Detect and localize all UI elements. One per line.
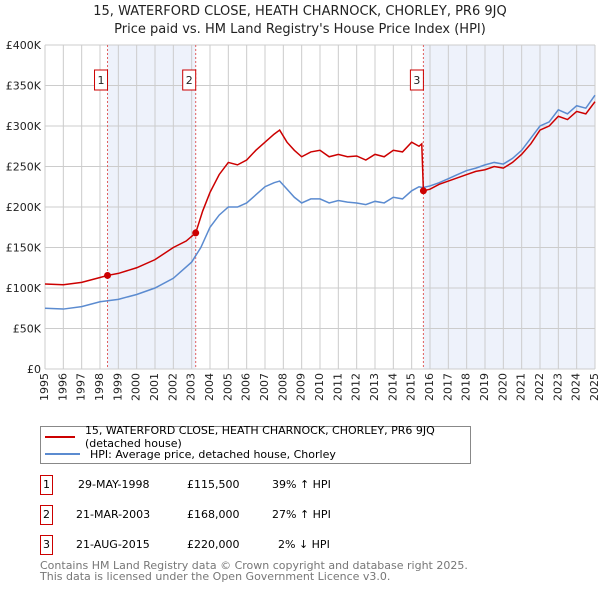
x-tick-label: 2012 <box>350 373 363 401</box>
x-tick-label: 1995 <box>38 373 51 401</box>
x-tick-label: 2024 <box>570 373 583 401</box>
sale-number: 1 <box>40 475 53 495</box>
x-tick-label: 2002 <box>166 373 179 401</box>
sale-price: £168,000 <box>187 508 240 521</box>
sale-hpi: 39% ↑ HPI <box>272 478 331 491</box>
legend-swatch-hpi <box>45 453 80 455</box>
sale-row: 1 29-MAY-1998 £115,500 39% ↑ HPI <box>40 475 440 495</box>
sale-date: 21-MAR-2003 <box>76 508 151 521</box>
sale-marker-box <box>94 69 109 91</box>
x-tick-label: 2009 <box>295 373 308 401</box>
y-tick-label: £350K <box>6 80 42 93</box>
legend-label-property: 15, WATERFORD CLOSE, HEATH CHARNOCK, CHO… <box>84 424 435 450</box>
x-tick-label: 2015 <box>405 373 418 401</box>
sale-price: £115,500 <box>187 478 240 491</box>
x-tick-label: 2003 <box>185 373 198 401</box>
hpi-line <box>44 94 596 310</box>
x-tick-label: 2007 <box>258 373 271 401</box>
x-tick-label: 1999 <box>111 373 124 401</box>
x-tick-label: 2014 <box>386 373 399 401</box>
sale-marker-label: 2 <box>186 74 193 87</box>
x-tick-label: 2000 <box>130 373 143 401</box>
x-tick-label: 2005 <box>221 373 234 401</box>
x-tick-label: 2017 <box>441 373 454 401</box>
y-tick-label: £300K <box>6 120 42 133</box>
y-tick-label: £50K <box>13 323 42 336</box>
y-tick-label: £250K <box>6 161 42 174</box>
sale-number: 3 <box>40 535 53 555</box>
x-tick-label: 1996 <box>56 373 69 401</box>
property-price-line <box>44 101 596 286</box>
x-tick-label: 1997 <box>75 373 88 401</box>
footer-copyright: Contains HM Land Registry data © Crown c… <box>40 559 468 572</box>
sale-marker-box <box>182 69 197 91</box>
sale-point <box>419 187 427 195</box>
y-tick-label: £400K <box>6 39 42 52</box>
sale-hpi: 2% ↓ HPI <box>278 538 330 551</box>
x-tick-label: 2011 <box>331 373 344 401</box>
sale-price: £220,000 <box>187 538 240 551</box>
x-tick-label: 1998 <box>93 373 106 401</box>
x-tick-label: 2019 <box>478 373 491 401</box>
x-tick-label: 2018 <box>460 373 473 401</box>
y-tick-label: £0 <box>27 363 41 376</box>
sale-point <box>192 229 200 237</box>
sale-number: 2 <box>40 505 53 525</box>
x-tick-label: 2004 <box>203 373 216 401</box>
y-tick-label: £200K <box>6 201 42 214</box>
chart-title: 15, WATERFORD CLOSE, HEATH CHARNOCK, CHO… <box>93 4 507 19</box>
sale-hpi: 27% ↑ HPI <box>272 508 331 521</box>
y-tick-label: £150K <box>6 242 42 255</box>
legend-label-hpi: HPI: Average price, detached house, Chor… <box>90 447 336 461</box>
x-tick-label: 2020 <box>496 373 509 401</box>
sale-marker-label: 3 <box>413 74 420 87</box>
x-tick-label: 2016 <box>423 373 436 401</box>
x-tick-label: 2025 <box>588 373 600 401</box>
sale-marker-box <box>409 69 424 91</box>
x-tick-label: 2010 <box>313 373 326 401</box>
sale-marker-label: 1 <box>98 74 105 87</box>
sale-row: 3 21-AUG-2015 £220,000 2% ↓ HPI <box>40 535 440 555</box>
sale-point <box>104 271 112 279</box>
x-tick-label: 2008 <box>276 373 289 401</box>
footer-licence: This data is licensed under the Open Gov… <box>40 570 391 583</box>
x-tick-label: 2021 <box>515 373 528 401</box>
x-tick-label: 2013 <box>368 373 381 401</box>
plot-area: 1995 1996 1997 1998 1999 2000 2001 2002 2003 2004… <box>6 39 600 401</box>
x-tick-label: 2022 <box>533 373 546 401</box>
footer: Contains HM Land Registry data © Crown c… <box>40 560 468 582</box>
sale-date: 29-MAY-1998 <box>78 478 150 491</box>
x-tick-label: 2001 <box>148 373 161 401</box>
sale-row: 2 21-MAR-2003 £168,000 27% ↑ HPI <box>40 505 440 525</box>
legend-swatch-property <box>45 436 75 438</box>
y-tick-label: £100K <box>6 282 42 295</box>
sale-date: 21-AUG-2015 <box>76 538 150 551</box>
x-tick-label: 2006 <box>240 373 253 401</box>
chart-subtitle: Price paid vs. HM Land Registry's House … <box>114 22 486 37</box>
x-tick-label: 2023 <box>551 373 564 401</box>
legend: 15, WATERFORD CLOSE, HEATH CHARNOCK, CHO… <box>40 424 471 464</box>
